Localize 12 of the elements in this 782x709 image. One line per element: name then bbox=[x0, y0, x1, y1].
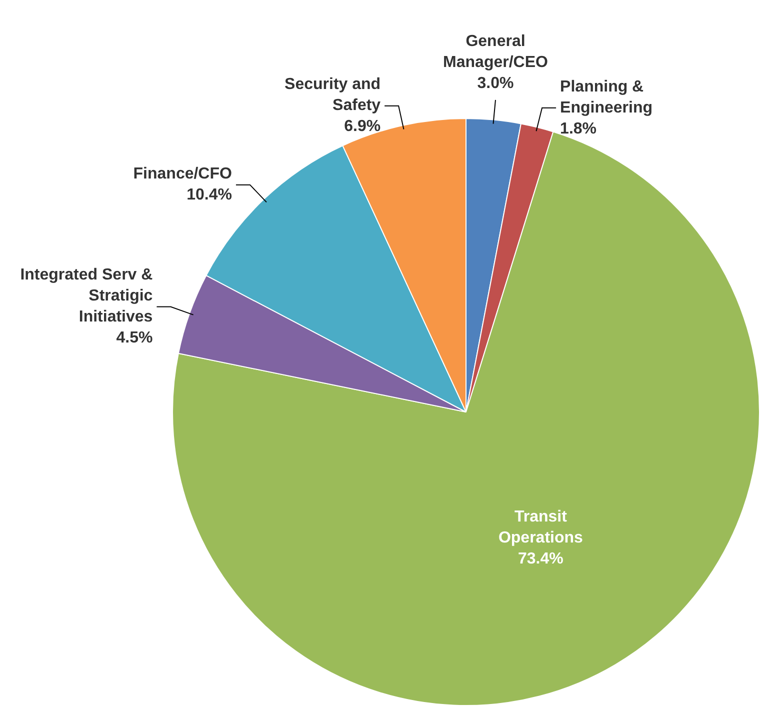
data-label: 10.4% bbox=[186, 186, 232, 204]
slice-label: General Manager/CEO bbox=[443, 32, 548, 71]
data-label: 4.5% bbox=[116, 330, 153, 347]
slice-label: Integrated Serv & Stratigic Initiatives bbox=[20, 266, 154, 326]
slice-label: Security and Safety bbox=[284, 76, 381, 114]
data-label: 6.9% bbox=[344, 118, 381, 136]
slice-label: Finance/CFO bbox=[133, 166, 232, 183]
slice-label: Transit Operations bbox=[498, 508, 584, 547]
data-label: 3.0% bbox=[477, 74, 514, 92]
data-label: 73.4% bbox=[518, 550, 564, 568]
slice-label: Planning & Engineering bbox=[560, 78, 653, 116]
data-label: 1.8% bbox=[560, 120, 597, 138]
